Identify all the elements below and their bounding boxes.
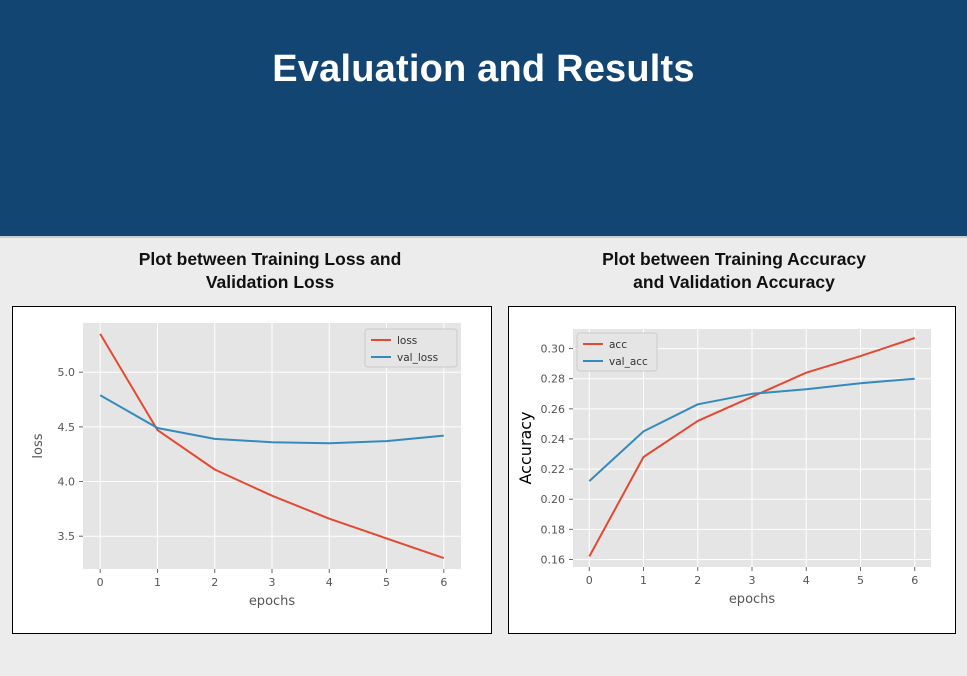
x-tick-label: 5 bbox=[383, 576, 390, 589]
accuracy-chart: 0.16 0.18 0.20 0.22 0.24 0.26 0.28 0.30 0 1 2 3 4 5 6 e… bbox=[516, 329, 931, 607]
y-tick-label: 0.26 bbox=[541, 403, 566, 416]
y-axis-label: loss bbox=[31, 433, 46, 458]
slide-title: Evaluation and Results bbox=[272, 48, 695, 90]
series-line-acc bbox=[588, 337, 916, 557]
series-line-loss bbox=[99, 333, 445, 560]
y-tick-label: 0.24 bbox=[541, 433, 566, 446]
x-tick-label: 3 bbox=[749, 574, 756, 587]
y-axis-label: Accuracy bbox=[516, 411, 535, 484]
loss-chart-frame: 3.5 4.0 4.5 5.0 0 1 2 3 4 5 6 epochs loss loss val_los… bbox=[12, 306, 492, 634]
accuracy-chart-frame: 0.16 0.18 0.20 0.22 0.24 0.26 0.28 0.30 0 1 2 3 4 5 6 e… bbox=[508, 306, 956, 634]
x-tick-label: 1 bbox=[640, 574, 647, 587]
loss-chart: 3.5 4.0 4.5 5.0 0 1 2 3 4 5 6 epochs loss loss val_los… bbox=[31, 323, 461, 609]
x-tick-label: 4 bbox=[326, 576, 333, 589]
loss-caption-line-1: Plot between Training Loss and bbox=[138, 249, 402, 269]
accuracy-caption-line-2: and Validation Accuracy bbox=[633, 272, 835, 292]
legend-label: loss bbox=[397, 335, 417, 347]
y-tick-label: 0.22 bbox=[541, 463, 566, 476]
y-tick-label: 0.16 bbox=[541, 553, 566, 566]
y-tick-label: 3.5 bbox=[58, 530, 76, 543]
x-tick-label: 1 bbox=[154, 576, 161, 589]
y-tick-label: 5.0 bbox=[58, 366, 76, 379]
x-tick-label: 0 bbox=[97, 576, 104, 589]
x-tick-label: 4 bbox=[803, 574, 810, 587]
x-tick-label: 6 bbox=[440, 576, 447, 589]
loss-caption-line-2: Validation Loss bbox=[205, 272, 335, 292]
title-banner: Evaluation and Results bbox=[0, 0, 967, 238]
x-axis-label: epochs bbox=[729, 592, 776, 607]
loss-chart-caption: Plot between Training Loss and Validatio… bbox=[85, 248, 455, 294]
accuracy-caption-line-1: Plot between Training Accuracy bbox=[602, 249, 866, 269]
x-tick-label: 2 bbox=[694, 574, 701, 587]
x-tick-label: 5 bbox=[857, 574, 864, 587]
legend-label: val_loss bbox=[397, 352, 438, 364]
y-tick-label: 4.5 bbox=[58, 421, 76, 434]
x-tick-label: 3 bbox=[269, 576, 276, 589]
series-line-val-loss bbox=[99, 394, 444, 445]
series-line-val-acc bbox=[588, 377, 915, 482]
x-tick-label: 6 bbox=[911, 574, 918, 587]
x-tick-label: 2 bbox=[211, 576, 218, 589]
y-tick-label: 0.20 bbox=[541, 493, 566, 506]
accuracy-chart-caption: Plot between Training Accuracy and Valid… bbox=[549, 248, 919, 294]
x-axis-label: epochs bbox=[249, 594, 296, 609]
x-tick-label: 0 bbox=[586, 574, 593, 587]
y-tick-label: 0.28 bbox=[541, 373, 566, 386]
y-tick-label: 0.30 bbox=[541, 343, 566, 356]
legend-label: acc bbox=[609, 339, 627, 351]
y-tick-label: 4.0 bbox=[58, 476, 76, 489]
legend-label: val_acc bbox=[609, 356, 648, 368]
y-tick-label: 0.18 bbox=[541, 523, 566, 536]
